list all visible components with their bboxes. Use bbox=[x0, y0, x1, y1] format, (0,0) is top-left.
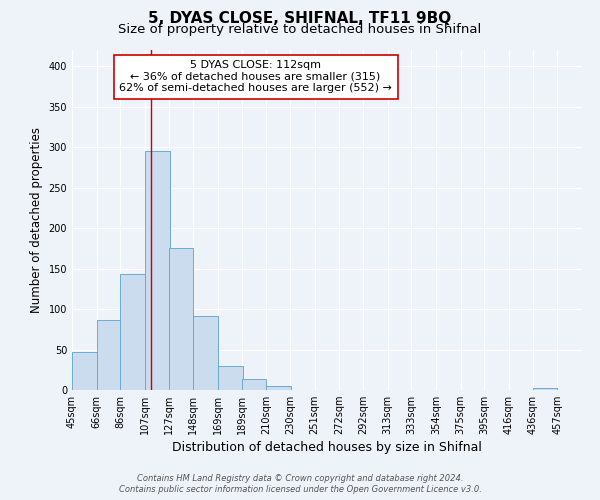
X-axis label: Distribution of detached houses by size in Shifnal: Distribution of detached houses by size … bbox=[172, 442, 482, 454]
Bar bbox=[242, 378, 266, 390]
Bar bbox=[72, 352, 97, 390]
Bar bbox=[169, 248, 193, 390]
Bar bbox=[97, 320, 121, 390]
Bar bbox=[120, 274, 145, 390]
Bar bbox=[218, 366, 243, 390]
Bar bbox=[145, 151, 170, 390]
Y-axis label: Number of detached properties: Number of detached properties bbox=[30, 127, 43, 313]
Bar bbox=[266, 386, 291, 390]
Bar bbox=[533, 388, 557, 390]
Text: 5, DYAS CLOSE, SHIFNAL, TF11 9BQ: 5, DYAS CLOSE, SHIFNAL, TF11 9BQ bbox=[148, 11, 452, 26]
Text: Contains HM Land Registry data © Crown copyright and database right 2024.
Contai: Contains HM Land Registry data © Crown c… bbox=[119, 474, 481, 494]
Bar bbox=[193, 316, 218, 390]
Text: Size of property relative to detached houses in Shifnal: Size of property relative to detached ho… bbox=[118, 22, 482, 36]
Text: 5 DYAS CLOSE: 112sqm
← 36% of detached houses are smaller (315)
62% of semi-deta: 5 DYAS CLOSE: 112sqm ← 36% of detached h… bbox=[119, 60, 392, 94]
